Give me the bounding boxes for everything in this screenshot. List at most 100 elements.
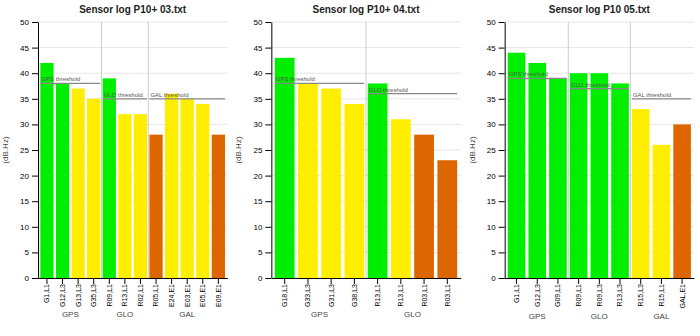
threshold-label: GAL threshold xyxy=(633,92,671,98)
grid-line xyxy=(505,47,694,48)
tick-label: 40 xyxy=(20,69,29,78)
tick: R03,L1 xyxy=(444,278,451,307)
tick-mark xyxy=(578,278,579,284)
bar xyxy=(275,58,295,278)
threshold-line xyxy=(275,83,364,84)
tick: 0 xyxy=(258,274,271,283)
tick-mark xyxy=(265,73,271,74)
tick: R13,L1 xyxy=(397,278,404,307)
tick-label: E05,E1 xyxy=(199,284,206,307)
bar xyxy=(103,78,116,278)
tick-label: 5 xyxy=(25,248,30,257)
tick: 50 xyxy=(487,18,505,27)
tick: R09,L1 xyxy=(575,278,582,307)
tick-mark xyxy=(32,201,38,202)
y-axis-label: (dB.Hz) xyxy=(234,136,243,163)
tick: 25 xyxy=(487,146,505,155)
tick-mark xyxy=(557,278,558,284)
tick-mark xyxy=(661,278,662,284)
tick-label: 45 xyxy=(487,44,496,53)
tick-label: 30 xyxy=(487,120,496,129)
tick-mark xyxy=(284,278,285,284)
threshold-label: GPS threshold xyxy=(509,71,548,77)
tick-mark xyxy=(499,150,505,151)
tick: 10 xyxy=(487,223,505,232)
tick-label: G09,L1 xyxy=(554,284,561,307)
tick-mark xyxy=(537,278,538,284)
tick: R05,L1 xyxy=(152,278,159,307)
y-axis: 05101520253035404550 xyxy=(487,18,505,283)
threshold-line xyxy=(103,98,147,99)
tick-label: 50 xyxy=(20,18,29,27)
tick-mark xyxy=(32,124,38,125)
tick-mark xyxy=(499,73,505,74)
tick-mark xyxy=(265,150,271,151)
tick-mark xyxy=(265,99,271,100)
tick-mark xyxy=(599,278,600,284)
tick: R13,L3 xyxy=(616,278,623,307)
grid xyxy=(38,22,227,278)
tick-label: G18,L1 xyxy=(281,284,288,307)
tick: 0 xyxy=(491,274,504,283)
tick-mark xyxy=(682,278,683,284)
grid xyxy=(505,22,694,278)
tick-label: G35,L3 xyxy=(90,284,97,307)
bar xyxy=(56,83,69,278)
tick: G1,L1 xyxy=(43,278,50,303)
bar xyxy=(414,135,434,278)
bar xyxy=(528,63,546,278)
group-separator xyxy=(366,22,367,278)
tick-mark xyxy=(499,201,505,202)
tick: 40 xyxy=(253,69,271,78)
axis-line xyxy=(271,23,272,279)
tick-mark xyxy=(46,278,47,284)
tick-mark xyxy=(32,48,38,49)
tick-label: 45 xyxy=(253,44,262,53)
tick-mark xyxy=(109,278,110,284)
tick-mark xyxy=(62,278,63,284)
tick-label: G33,L3 xyxy=(304,284,311,307)
threshold-line xyxy=(508,78,567,79)
tick-label: R13,L1 xyxy=(121,284,128,307)
tick: G09,L1 xyxy=(554,278,561,307)
tick-label: 25 xyxy=(20,146,29,155)
tick-label: 10 xyxy=(487,223,496,232)
tick-label: 50 xyxy=(253,18,262,27)
tick: R02,L1 xyxy=(137,278,144,307)
tick-label: R02,L1 xyxy=(137,284,144,307)
tick-label: 0 xyxy=(25,274,30,283)
tick-mark xyxy=(32,252,38,253)
tick: R13,L1 xyxy=(121,278,128,307)
tick-label: 40 xyxy=(487,69,496,78)
y-axis: 05101520253035404550 xyxy=(253,18,271,283)
tick-label: R05,L1 xyxy=(152,284,159,307)
bar xyxy=(611,83,629,278)
threshold-label: GAL threshold xyxy=(150,92,188,98)
tick-label: R09,L1 xyxy=(575,284,582,307)
tick: G18,L1 xyxy=(281,278,288,307)
tick-mark xyxy=(265,227,271,228)
tick-label: G13,L3 xyxy=(75,284,82,307)
tick-mark xyxy=(499,227,505,228)
bar xyxy=(437,160,457,278)
tick-label: R03,L1 xyxy=(421,284,428,307)
tick: 30 xyxy=(20,120,38,129)
grid-line xyxy=(38,47,227,48)
tick: 20 xyxy=(487,172,505,181)
bar xyxy=(212,135,225,278)
axis-line xyxy=(272,278,461,279)
threshold-line xyxy=(570,88,629,89)
tick-mark xyxy=(516,278,517,284)
threshold-line xyxy=(149,98,225,99)
tick-label: G12,L3 xyxy=(59,284,66,307)
group-label: GLO xyxy=(116,310,133,319)
tick: 45 xyxy=(253,44,271,53)
tick-mark xyxy=(187,278,188,284)
tick: 15 xyxy=(487,197,505,206)
tick-mark xyxy=(32,99,38,100)
tick-mark xyxy=(331,278,332,284)
tick: R09,L1 xyxy=(106,278,113,307)
chart-title: Sensor log P10 05.txt xyxy=(549,4,651,15)
tick: E09,E1 xyxy=(215,278,222,307)
threshold-label: GPS threshold xyxy=(41,76,80,82)
